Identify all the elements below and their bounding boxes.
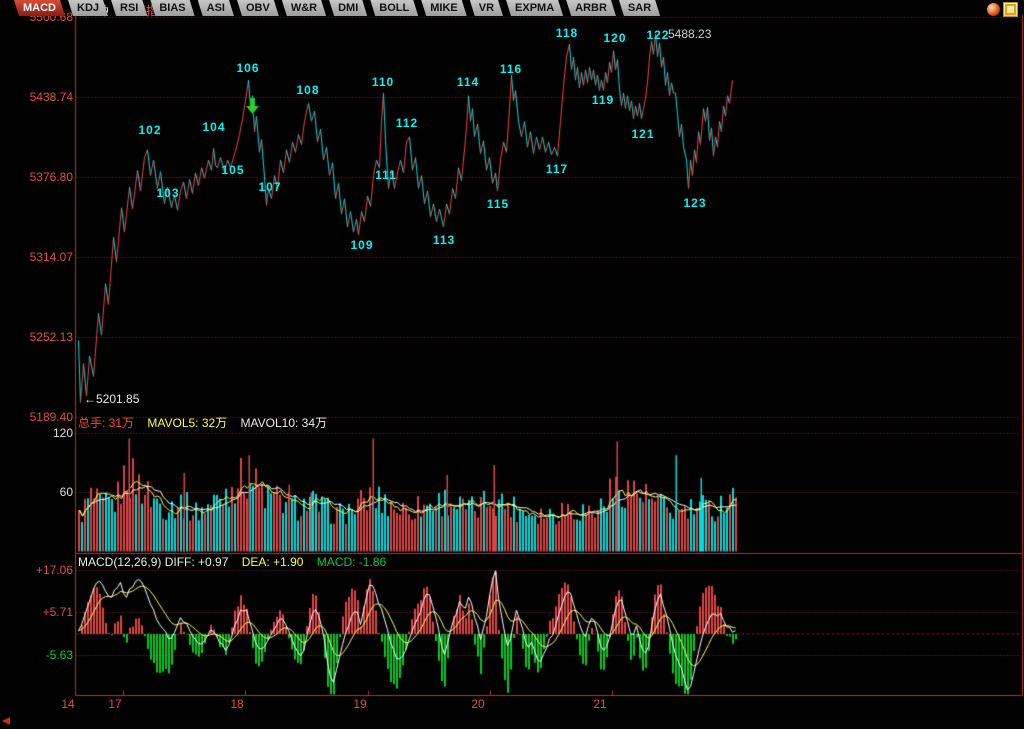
sell-signal-arrow-icon [246,98,259,114]
tab-arbr[interactable]: ARBR [566,0,616,16]
swing-point-label-106: 106 [236,61,260,75]
swing-point-label-115: 115 [486,197,510,211]
swing-point-label-112: 112 [395,116,419,130]
macd-diff-label: MACD(12,26,9) DIFF: +0.97 [78,555,229,569]
volume-value-label: 总手: 31万 [78,416,135,430]
tab-sar[interactable]: SAR [619,0,660,16]
swing-point-label-116: 116 [499,62,523,76]
macd-axis-label: -5.63 [45,648,73,662]
mavol5-value-label: MAVOL5: 32万 [147,416,228,430]
swing-point-label-121: 121 [631,127,655,141]
swing-point-label-119: 119 [591,93,615,107]
macd-dea-label: DEA: +1.90 [241,555,304,569]
tab-rsi[interactable]: RSI [111,0,147,16]
swing-point-label-102: 102 [138,123,162,137]
swing-point-label-122: 122 [646,28,670,42]
maximize-icon[interactable] [1003,2,1018,17]
high-price-annotation: 5488.23 [668,27,712,41]
price-axis-label: 5376.80 [29,170,73,184]
volume-axis-label: 60 [59,485,73,499]
tab-vr[interactable]: VR [470,0,503,16]
price-axis-label: 5314.07 [29,250,73,264]
swing-point-label-111: 111 [375,168,397,182]
tab-bias[interactable]: BIAS [150,0,194,16]
macd-header: MACD(12,26,9) DIFF: +0.97 DEA: +1.90 MAC… [78,555,396,569]
swing-point-label-108: 108 [296,83,320,97]
volume-axis-label: 120 [52,426,73,440]
tab-dmi[interactable]: DMI [329,0,367,16]
price-axis-label: 5252.13 [29,330,73,344]
price-axis-label: 5189.40 [29,410,73,424]
tab-expma[interactable]: EXPMA [506,0,563,16]
macd-axis-label: +17.06 [35,563,73,577]
tab-obv[interactable]: OBV [237,0,279,16]
swing-point-label-103: 103 [156,186,180,200]
tab-mike[interactable]: MIKE [421,0,467,16]
maximize-glyph [1005,4,1016,15]
tab-kdj[interactable]: KDJ [68,0,108,16]
mavol10-value-label: MAVOL10: 34万 [240,416,328,430]
x-axis-day-label: 20 [471,697,485,711]
low-price-annotation: ←5201.85 [84,392,140,406]
swing-point-label-107: 107 [258,180,282,194]
swing-point-label-118: 118 [555,26,579,40]
tab-wr[interactable]: W&R [282,0,326,16]
swing-point-label-105: 105 [221,163,245,177]
x-axis-day-label: 21 [593,697,607,711]
tab-scroll-left-icon[interactable] [2,717,10,725]
swing-point-label-113: 113 [432,233,456,247]
swing-point-label-123: 123 [683,196,707,210]
swing-point-label-110: 110 [371,75,395,89]
price-axis-label: 5438.74 [29,90,73,104]
x-axis-day-label: 14 [61,697,75,711]
x-axis-day-label: 17 [108,697,122,711]
swing-point-label-109: 109 [350,238,374,252]
tab-boll[interactable]: BOLL [370,0,418,16]
x-axis-day-label: 18 [230,697,244,711]
volume-header: 总手: 31万 MAVOL5: 32万 MAVOL10: 34万 [78,414,337,431]
swing-point-label-104: 104 [202,120,226,134]
x-axis-day-label: 19 [353,697,367,711]
macd-axis-label: +5.71 [42,605,73,619]
tab-macd[interactable]: MACD [14,0,65,16]
swing-point-label-114: 114 [456,75,480,89]
logo-ball-icon[interactable] [987,3,1000,16]
macd-value-label: MACD: -1.86 [316,555,387,569]
tab-asi[interactable]: ASI [198,0,234,16]
swing-point-label-120: 120 [603,31,627,45]
swing-point-label-117: 117 [545,162,569,176]
